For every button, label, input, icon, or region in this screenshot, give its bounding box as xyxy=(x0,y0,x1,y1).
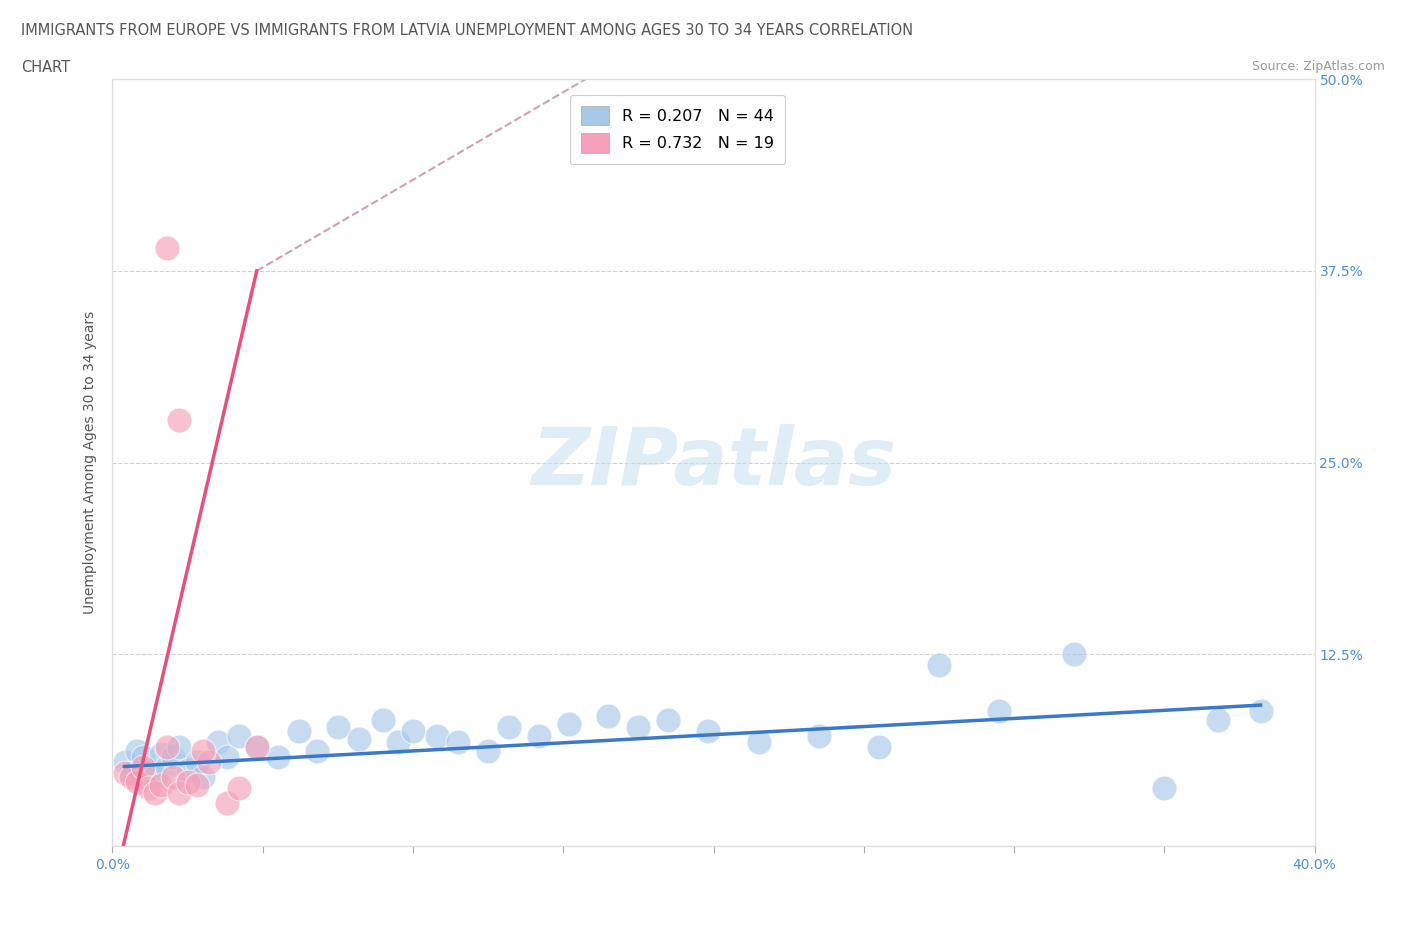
Point xyxy=(748,735,770,750)
Point xyxy=(155,241,177,256)
Point xyxy=(928,658,950,672)
Point xyxy=(149,777,172,792)
Point xyxy=(228,780,250,795)
Point xyxy=(477,744,499,759)
Point xyxy=(149,747,172,762)
Point xyxy=(138,780,160,795)
Point xyxy=(125,744,148,759)
Y-axis label: Unemployment Among Ages 30 to 34 years: Unemployment Among Ages 30 to 34 years xyxy=(83,311,97,615)
Point xyxy=(305,744,328,759)
Point xyxy=(131,750,153,764)
Legend: R = 0.207   N = 44, R = 0.732   N = 19: R = 0.207 N = 44, R = 0.732 N = 19 xyxy=(569,95,786,164)
Point xyxy=(207,735,229,750)
Point xyxy=(696,724,718,738)
Point xyxy=(426,728,449,743)
Text: ZIPatlas: ZIPatlas xyxy=(531,424,896,501)
Point xyxy=(186,754,208,769)
Point xyxy=(1250,704,1272,719)
Point xyxy=(114,765,136,780)
Point xyxy=(1063,647,1085,662)
Point xyxy=(138,763,160,777)
Point xyxy=(498,719,520,734)
Point xyxy=(868,739,890,754)
Point xyxy=(558,716,581,731)
Point xyxy=(988,704,1011,719)
Text: IMMIGRANTS FROM EUROPE VS IMMIGRANTS FROM LATVIA UNEMPLOYMENT AMONG AGES 30 TO 3: IMMIGRANTS FROM EUROPE VS IMMIGRANTS FRO… xyxy=(21,23,914,38)
Point xyxy=(1153,780,1175,795)
Point xyxy=(191,770,214,785)
Point xyxy=(167,785,190,800)
Point xyxy=(120,770,142,785)
Point xyxy=(125,775,148,790)
Point xyxy=(627,719,650,734)
Point xyxy=(191,744,214,759)
Point xyxy=(371,713,394,728)
Point xyxy=(657,713,679,728)
Point xyxy=(186,777,208,792)
Point xyxy=(215,796,238,811)
Point xyxy=(176,763,198,777)
Point xyxy=(215,750,238,764)
Point xyxy=(162,750,184,764)
Point xyxy=(197,754,219,769)
Point xyxy=(246,739,269,754)
Point xyxy=(176,775,198,790)
Point xyxy=(120,765,142,780)
Point xyxy=(267,750,290,764)
Point xyxy=(155,739,177,754)
Point xyxy=(155,759,177,774)
Point xyxy=(447,735,470,750)
Point xyxy=(1208,713,1230,728)
Point xyxy=(167,739,190,754)
Point xyxy=(529,728,551,743)
Point xyxy=(807,728,830,743)
Point xyxy=(347,731,370,746)
Text: CHART: CHART xyxy=(21,60,70,75)
Point xyxy=(246,739,269,754)
Point xyxy=(167,412,190,427)
Point xyxy=(387,735,409,750)
Point xyxy=(228,728,250,743)
Point xyxy=(162,770,184,785)
Point xyxy=(402,724,425,738)
Text: Source: ZipAtlas.com: Source: ZipAtlas.com xyxy=(1251,60,1385,73)
Point xyxy=(131,759,153,774)
Point xyxy=(143,785,166,800)
Point xyxy=(114,754,136,769)
Point xyxy=(288,724,311,738)
Point xyxy=(143,770,166,785)
Point xyxy=(598,709,620,724)
Point xyxy=(326,719,349,734)
